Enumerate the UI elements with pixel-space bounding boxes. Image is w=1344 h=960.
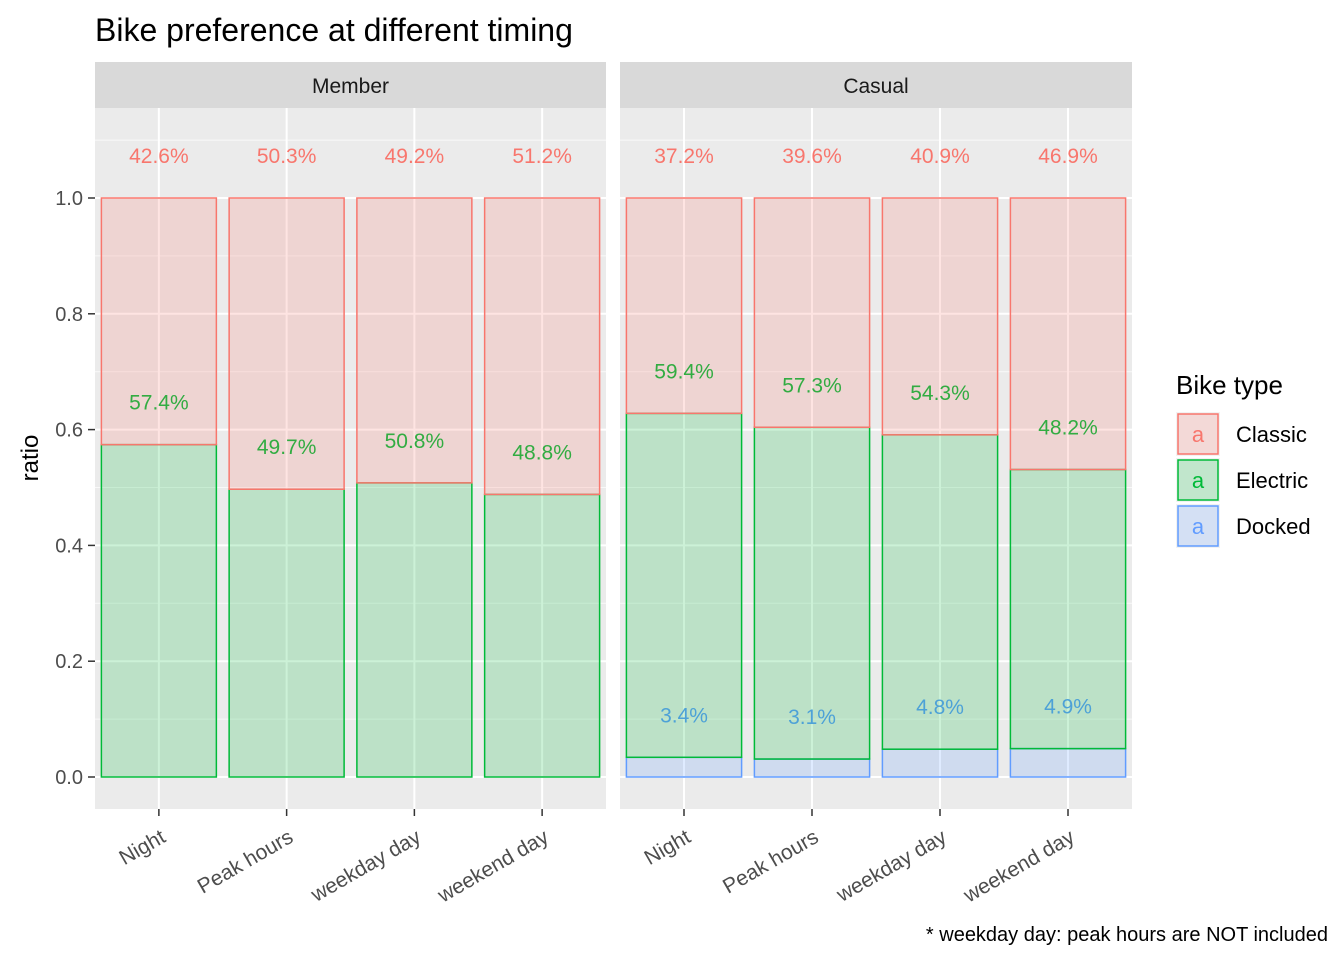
facet-panel-member: Member 57.4% 42.6% Night 49.7% 50.3% Peak hour… <box>95 62 606 908</box>
data-label-docked: 3.4% <box>660 704 708 727</box>
facet-strip <box>95 62 606 108</box>
x-tick-label: Peak hours <box>719 825 823 898</box>
bar-electric-peak-hours <box>228 488 345 778</box>
legend-label: Docked <box>1236 514 1311 539</box>
legend-item-electric: a Electric <box>1176 458 1308 502</box>
bar-electric-weekday-day <box>881 434 999 750</box>
data-label-electric: 57.3% <box>782 374 842 397</box>
legend-item-classic: a Classic <box>1176 412 1307 456</box>
legend-title: Bike type <box>1176 370 1283 400</box>
y-tick-label: 0.4 <box>55 535 83 557</box>
legend-key-glyph: a <box>1192 422 1205 447</box>
chart-caption: * weekday day: peak hours are NOT includ… <box>926 924 1328 946</box>
bar-classic-night <box>625 197 743 415</box>
legend-key <box>1177 505 1219 547</box>
bar-electric-weekday-day <box>356 482 473 778</box>
facet-strip-label: Casual <box>843 75 908 98</box>
legend-key <box>1177 459 1219 501</box>
bar-docked-weekend-day <box>1009 747 1127 778</box>
data-label-classic: 49.2% <box>385 145 445 168</box>
data-label-electric: 50.8% <box>385 430 445 453</box>
panel-background <box>95 108 606 809</box>
legend: Bike type a Classic a Electric a Docked <box>1176 370 1311 548</box>
x-tick-label: Peak hours <box>194 825 298 898</box>
y-axis-title: ratio <box>17 435 44 482</box>
bar-electric-night <box>625 412 743 759</box>
legend-key-bg <box>1176 458 1220 502</box>
data-label-classic: 39.6% <box>782 145 842 168</box>
bar-classic-peak-hours <box>753 197 871 429</box>
panel-background <box>620 108 1132 809</box>
data-label-classic: 42.6% <box>129 145 189 168</box>
legend-item-docked: a Docked <box>1176 504 1311 548</box>
data-label-electric: 49.7% <box>257 436 317 459</box>
x-tick-label: weekend day <box>433 825 553 908</box>
y-tick-label: 0.2 <box>55 651 83 673</box>
data-label-classic: 40.9% <box>910 145 970 168</box>
legend-label: Classic <box>1236 422 1307 447</box>
bar-docked-peak-hours <box>753 758 871 778</box>
chart-title: Bike preference at different timing <box>95 12 573 48</box>
bar-docked-night <box>625 756 743 778</box>
data-label-classic: 51.2% <box>512 145 572 168</box>
legend-key-bg <box>1176 504 1220 548</box>
y-tick-label: 0.8 <box>55 304 83 326</box>
y-tick-label: 0.6 <box>55 420 83 442</box>
bar-classic-weekday-day <box>356 197 473 484</box>
x-tick-label: weekday day <box>306 825 425 907</box>
bar-classic-weekend-day <box>1009 197 1127 471</box>
bar-classic-night <box>100 197 218 446</box>
data-label-electric: 54.3% <box>910 382 970 405</box>
data-label-electric: 57.4% <box>129 392 189 415</box>
legend-key-glyph: a <box>1192 514 1205 539</box>
data-label-docked: 4.9% <box>1044 696 1092 719</box>
y-tick-label: 0.0 <box>55 767 83 789</box>
x-tick-label: weekend day <box>959 825 1079 908</box>
legend-label: Electric <box>1236 468 1308 493</box>
legend-key-bg <box>1176 412 1220 456</box>
data-label-electric: 48.8% <box>512 441 572 464</box>
bar-electric-weekend-day <box>1009 468 1127 750</box>
legend-key <box>1177 413 1219 455</box>
data-label-electric: 48.2% <box>1038 417 1098 440</box>
data-label-classic: 37.2% <box>654 145 714 168</box>
data-label-classic: 46.9% <box>1038 145 1098 168</box>
legend-key-glyph: a <box>1192 468 1205 493</box>
bar-electric-peak-hours <box>753 426 871 760</box>
x-tick-label: Night <box>115 825 169 870</box>
bar-classic-peak-hours <box>228 197 345 490</box>
bar-electric-weekend-day <box>483 493 601 778</box>
facet-strip <box>620 62 1132 108</box>
bar-docked-weekday-day <box>881 748 999 778</box>
data-label-docked: 4.8% <box>916 696 964 719</box>
bar-classic-weekend-day <box>483 197 601 496</box>
y-tick-label: 1.0 <box>55 188 83 210</box>
facet-strip-label: Member <box>312 75 389 98</box>
data-label-classic: 50.3% <box>257 145 317 168</box>
x-tick-label: Night <box>641 825 695 870</box>
x-tick-label: weekday day <box>832 825 951 907</box>
facet-panel-casual: Casual 3.4% 59.4% 37.2% Night 3.1% 57.3% 39.6% P… <box>620 62 1132 908</box>
data-label-docked: 3.1% <box>788 706 836 729</box>
data-label-electric: 59.4% <box>654 360 714 383</box>
bar-classic-weekday-day <box>881 197 999 436</box>
bar-electric-night <box>100 443 218 778</box>
